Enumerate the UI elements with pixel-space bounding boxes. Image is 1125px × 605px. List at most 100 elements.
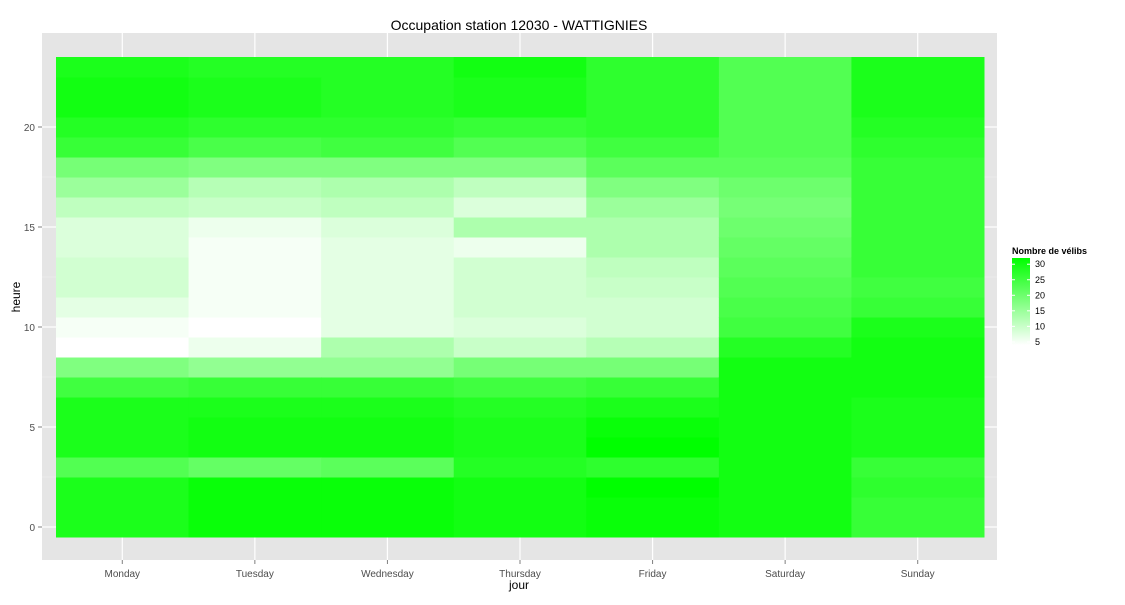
heatmap-cell [851, 397, 985, 418]
heatmap-cell [718, 317, 852, 338]
heatmap-cell [718, 337, 852, 358]
heatmap-cell [321, 517, 455, 538]
heatmap-cell [453, 297, 587, 318]
heatmap-cell [718, 197, 852, 218]
legend-title: Nombre de vélibs [1012, 246, 1087, 256]
x-tick-label: Saturday [765, 569, 805, 580]
heatmap-cell [586, 237, 720, 258]
heatmap-cell [718, 477, 852, 498]
y-tick-label: 0 [29, 523, 35, 534]
heatmap-cell [586, 217, 720, 238]
heatmap-cell [188, 517, 322, 538]
x-tick-label: Sunday [901, 569, 935, 580]
heatmap-cell [851, 217, 985, 238]
heatmap-cell [851, 97, 985, 118]
heatmap-cell [586, 97, 720, 118]
heatmap-cell [56, 397, 190, 418]
heatmap-cell [453, 357, 587, 378]
heatmap-cell [586, 417, 720, 438]
heatmap-cell [453, 237, 587, 258]
heatmap-cell [188, 237, 322, 258]
heatmap-cell [453, 497, 587, 518]
heatmap-cell [718, 137, 852, 158]
heatmap-cell [586, 137, 720, 158]
heatmap-cell [718, 257, 852, 278]
heatmap-cell [718, 157, 852, 178]
heatmap-cell [453, 217, 587, 238]
heatmap-cell [453, 337, 587, 358]
heatmap-cell [188, 157, 322, 178]
heatmap-cell [188, 377, 322, 398]
heatmap-cell [321, 297, 455, 318]
heatmap-cell [56, 517, 190, 538]
heatmap-cell [586, 117, 720, 138]
heatmap-cell [453, 77, 587, 98]
x-tick-label: Thursday [499, 569, 541, 580]
chart-title: Occupation station 12030 - WATTIGNIES [391, 17, 648, 33]
heatmap-cell [851, 297, 985, 318]
heatmap-cell [453, 257, 587, 278]
heatmap-cell [188, 117, 322, 138]
heatmap-cell [56, 277, 190, 298]
heatmap-cell [56, 337, 190, 358]
heatmap-cell [851, 57, 985, 78]
heatmap-cell [321, 457, 455, 478]
heatmap-cell [586, 57, 720, 78]
heatmap-cell [56, 137, 190, 158]
heatmap-cell [586, 457, 720, 478]
heatmap-cell [718, 497, 852, 518]
heatmap-cell [453, 417, 587, 438]
heatmap-cell [453, 317, 587, 338]
heatmap-cell [56, 317, 190, 338]
x-tick-label: Tuesday [236, 569, 274, 580]
heatmap-cell [718, 457, 852, 478]
heatmap-cell [453, 57, 587, 78]
legend-ticks: 5 10 15 20 25 30 [1012, 259, 1045, 347]
heatmap-cell [56, 417, 190, 438]
heatmap-cell [56, 97, 190, 118]
heatmap-cell [851, 477, 985, 498]
heatmap-cell [188, 197, 322, 218]
heatmap-cell [188, 477, 322, 498]
heatmap-cell [453, 397, 587, 418]
legend-tick-label: 30 [1035, 259, 1045, 269]
heatmap-cell [188, 177, 322, 198]
heatmap-cell [188, 417, 322, 438]
heatmap-cell [851, 337, 985, 358]
heatmap-cell [56, 117, 190, 138]
y-axis-ticks: 0 5 10 15 20 [24, 123, 42, 534]
heatmap-cell [586, 257, 720, 278]
heatmap-cell [851, 377, 985, 398]
heatmap-cell [56, 77, 190, 98]
heatmap-cell [718, 437, 852, 458]
heatmap-cell [453, 137, 587, 158]
heatmap-cell [56, 437, 190, 458]
heatmap-cell [321, 177, 455, 198]
heatmap-cell [188, 497, 322, 518]
heatmap-cell [188, 257, 322, 278]
x-tick-label: Monday [104, 569, 140, 580]
heatmap-cell [851, 237, 985, 258]
heatmap-cell [321, 237, 455, 258]
heatmap-cell [586, 337, 720, 358]
heatmap-cell [188, 317, 322, 338]
heatmap-cell [188, 397, 322, 418]
heatmap-cell [321, 217, 455, 238]
heatmap-cell [56, 257, 190, 278]
heatmap-cell [321, 357, 455, 378]
heatmap-cell [453, 197, 587, 218]
heatmap-cell [718, 277, 852, 298]
heatmap-cell [586, 437, 720, 458]
heatmap-cell [321, 437, 455, 458]
heatmap-cell [56, 57, 190, 78]
heatmap-cell [718, 357, 852, 378]
heatmap-cell [586, 77, 720, 98]
heatmap-cell [851, 177, 985, 198]
heatmap-cell [321, 337, 455, 358]
heatmap-cell [188, 217, 322, 238]
heatmap-cell [718, 237, 852, 258]
legend-tick-label: 20 [1035, 290, 1045, 300]
y-tick-label: 15 [24, 223, 36, 234]
heatmap-cell [56, 457, 190, 478]
y-axis-label: heure [9, 281, 23, 312]
